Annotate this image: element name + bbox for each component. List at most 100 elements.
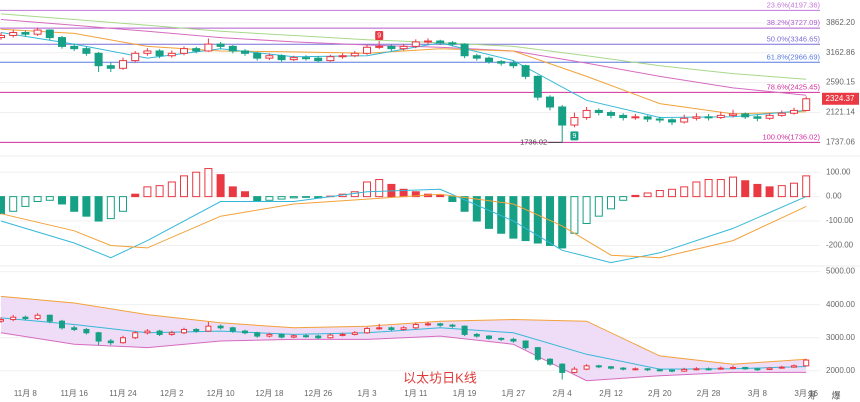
candle-body bbox=[558, 106, 567, 126]
candle-body bbox=[265, 55, 274, 59]
candle-body bbox=[582, 109, 591, 119]
mini-candle-body bbox=[0, 319, 4, 322]
candle-body bbox=[70, 45, 79, 50]
macd-bar bbox=[619, 196, 628, 201]
corner-tag: 爆 bbox=[831, 389, 840, 400]
macd-bar bbox=[82, 196, 91, 217]
candle-body bbox=[741, 113, 750, 118]
x-tick-label: 11月 8 bbox=[14, 389, 38, 398]
mini-candle-body bbox=[168, 332, 175, 335]
y-tick-label: 3000.00 bbox=[826, 333, 855, 342]
y-tick-label: 0.00 bbox=[826, 192, 842, 201]
macd-bar bbox=[509, 196, 518, 239]
mini-candle-body bbox=[278, 333, 285, 338]
mini-candle-body bbox=[498, 337, 505, 340]
macd-bar bbox=[680, 186, 689, 198]
candle-body bbox=[594, 109, 603, 114]
candle-body bbox=[411, 41, 420, 47]
candle-body bbox=[216, 43, 225, 47]
candle-body bbox=[802, 98, 811, 111]
candle-body bbox=[753, 116, 762, 119]
mini-candle-body bbox=[351, 332, 358, 335]
td-marker bbox=[570, 131, 579, 141]
mini-candle-body bbox=[193, 328, 200, 332]
y-tick-label: -200.00 bbox=[826, 241, 854, 250]
macd-bar bbox=[58, 196, 66, 205]
mini-candle-body bbox=[559, 363, 566, 373]
y-tick-label: 100.00 bbox=[826, 167, 851, 176]
candle-body bbox=[106, 65, 115, 69]
mini-candle-body bbox=[217, 325, 224, 329]
macd-bar bbox=[790, 182, 798, 198]
mini-candle-body bbox=[730, 366, 736, 369]
y-tick-label: 2590.15 bbox=[826, 78, 855, 87]
candle-body bbox=[509, 62, 518, 67]
macd-bar bbox=[70, 196, 79, 212]
macd-bar bbox=[0, 196, 5, 215]
mini-candle-body bbox=[461, 325, 468, 335]
candle-body bbox=[533, 75, 542, 98]
candle-body bbox=[436, 40, 445, 44]
macd-bar bbox=[546, 196, 554, 246]
macd-bar bbox=[777, 185, 786, 198]
mini-candle-body bbox=[632, 368, 639, 371]
x-tick-label: 3月 8 bbox=[748, 389, 768, 398]
candle-body bbox=[655, 118, 664, 121]
candle-body bbox=[167, 52, 176, 57]
macd-bar bbox=[655, 190, 664, 198]
macd-bar bbox=[302, 196, 310, 198]
macd-bar bbox=[363, 181, 371, 198]
mini-candle-body bbox=[364, 327, 370, 334]
mini-candle-body bbox=[791, 365, 797, 368]
macd-bar bbox=[411, 191, 420, 198]
candle-body bbox=[204, 43, 213, 52]
candle-body bbox=[570, 117, 579, 126]
candle-body bbox=[631, 116, 640, 119]
fib-label: 50.0%(3346.65) bbox=[767, 34, 821, 43]
macd-line bbox=[0, 188, 807, 264]
mini-candle-body bbox=[339, 333, 346, 336]
candle-body bbox=[704, 116, 713, 119]
mini-candle-body bbox=[705, 368, 712, 371]
macd-bar bbox=[119, 196, 127, 212]
candle-body bbox=[253, 52, 262, 59]
fib-label: 100.0%(1736.02) bbox=[762, 132, 820, 141]
macd-bar bbox=[716, 179, 725, 198]
mini-candle-body bbox=[510, 338, 517, 342]
macd-bar bbox=[216, 174, 225, 198]
band-fill bbox=[1, 296, 807, 381]
x-tick-label: 2月 4 bbox=[553, 389, 573, 398]
mini-candle-body bbox=[766, 367, 773, 370]
mini-candle-body bbox=[242, 330, 248, 334]
mini-candle-body bbox=[486, 335, 492, 339]
candle-body bbox=[485, 57, 493, 63]
macd-bar bbox=[472, 196, 481, 222]
mini-candle-body bbox=[83, 328, 90, 334]
candle-body bbox=[790, 109, 798, 114]
mini-candle-body bbox=[254, 332, 261, 337]
candle-body bbox=[472, 55, 481, 59]
macd-bar bbox=[765, 186, 774, 198]
mini-candle-body bbox=[10, 316, 17, 321]
mini-candle-body bbox=[120, 337, 126, 344]
candle-body bbox=[350, 52, 359, 57]
x-tick-label: 3月 16 bbox=[794, 389, 818, 398]
mini-candle-body bbox=[595, 365, 602, 368]
macd-bar bbox=[167, 181, 176, 198]
candle-body bbox=[155, 50, 164, 57]
candle-body bbox=[45, 29, 54, 39]
mini-candle-body bbox=[583, 365, 590, 370]
candle-body bbox=[314, 57, 323, 62]
macd-bar bbox=[241, 191, 249, 198]
mini-candle-body bbox=[803, 359, 810, 367]
mini-candle-body bbox=[522, 340, 529, 349]
price-tag-label: 2324.37 bbox=[826, 94, 855, 103]
candle-body bbox=[777, 112, 786, 116]
mini-candle-body bbox=[717, 367, 724, 370]
candle-body bbox=[497, 61, 506, 64]
y-tick-label: 1737.06 bbox=[826, 137, 855, 146]
mini-candle-body bbox=[229, 327, 236, 332]
mini-candle-body bbox=[376, 327, 383, 330]
mini-candle-body bbox=[205, 325, 212, 332]
macd-bar bbox=[741, 180, 750, 198]
